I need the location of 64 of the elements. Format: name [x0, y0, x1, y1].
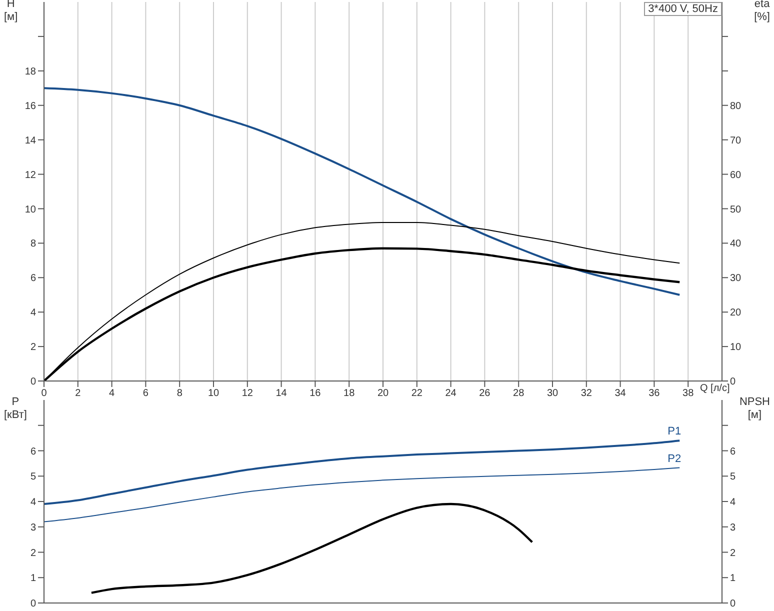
y2-axis-title: eta [%]: [754, 0, 770, 24]
y-tick-label: 2: [30, 342, 36, 354]
x-tick-label: 24: [445, 388, 457, 400]
x-tick-label: 26: [479, 388, 491, 400]
x-tick-label: 22: [411, 388, 423, 400]
x-tick-label: 4: [109, 388, 116, 400]
x-tick-label: 18: [344, 388, 356, 400]
y2-tick-label: 50: [730, 204, 742, 216]
x-tick-label: 32: [580, 388, 592, 400]
y-tick-label: 6: [30, 273, 36, 284]
x-tick-label: 34: [614, 388, 626, 400]
x-tick-label: 28: [513, 388, 525, 400]
y2-tick-label: 5: [730, 472, 736, 483]
y-tick-label: 3: [30, 522, 36, 534]
x-tick-label: 20: [377, 388, 389, 400]
x-tick-label: 14: [276, 388, 288, 400]
x-tick-label: 10: [208, 388, 220, 400]
y2-tick-label: 2: [730, 548, 736, 559]
series-label: P1: [668, 426, 682, 438]
y-tick-label: 4: [30, 308, 36, 319]
x-tick-label: 36: [648, 388, 660, 400]
y-tick-label: 0: [30, 376, 36, 388]
y2-tick-label: 0: [730, 598, 736, 610]
y2-tick-label: 4: [730, 497, 736, 508]
x-tick-label: 16: [310, 388, 322, 400]
line-series: [44, 87, 681, 296]
series-label: P2: [668, 452, 682, 465]
y-tick-label: 18: [24, 66, 36, 78]
x-tick-label: 38: [682, 388, 694, 400]
x-tick-label: 8: [176, 388, 183, 400]
line-series: [44, 467, 680, 522]
line-series: [90, 502, 534, 594]
y2-tick-label: 60: [730, 170, 742, 181]
y-tick-label: 8: [30, 238, 36, 250]
y-tick-label: 12: [24, 170, 36, 181]
y-tick-label: 10: [24, 204, 36, 216]
y2-tick-label: 3: [730, 522, 736, 534]
y-tick-label: 6: [30, 446, 36, 458]
y-tick-label: 2: [30, 548, 36, 559]
x-tick-label: 6: [142, 388, 149, 400]
y2-tick-label: 1: [730, 573, 736, 584]
y-tick-label: 14: [24, 135, 36, 146]
x-tick-label: 12: [242, 388, 254, 400]
x-tick-label: 30: [546, 388, 558, 400]
y-tick-label: 16: [24, 100, 36, 112]
line-series: [44, 440, 681, 506]
y-tick-label: 4: [30, 497, 36, 508]
y2-tick-label: 30: [730, 273, 742, 284]
y2-tick-label: 10: [730, 342, 742, 354]
y-axis-title: P [кВт]: [4, 396, 27, 422]
y2-tick-label: 70: [730, 135, 742, 146]
y-tick-label: 5: [30, 472, 36, 483]
y-tick-label: 1: [30, 573, 36, 584]
annotation: 3*400 V, 50Hz: [644, 2, 722, 16]
y2-tick-label: 20: [730, 308, 742, 319]
y2-tick-label: 0: [730, 376, 736, 388]
y-tick-label: 0: [30, 598, 36, 610]
x-tick-label: 2: [75, 388, 82, 400]
x-tick-label: 0: [41, 388, 48, 400]
y2-axis-title: NPSH [м]: [739, 396, 770, 422]
y2-tick-label: 40: [730, 238, 742, 250]
x-axis-title: Q [л/с]: [700, 383, 730, 394]
y2-tick-label: 6: [730, 446, 736, 458]
y2-tick-label: 80: [730, 100, 742, 112]
